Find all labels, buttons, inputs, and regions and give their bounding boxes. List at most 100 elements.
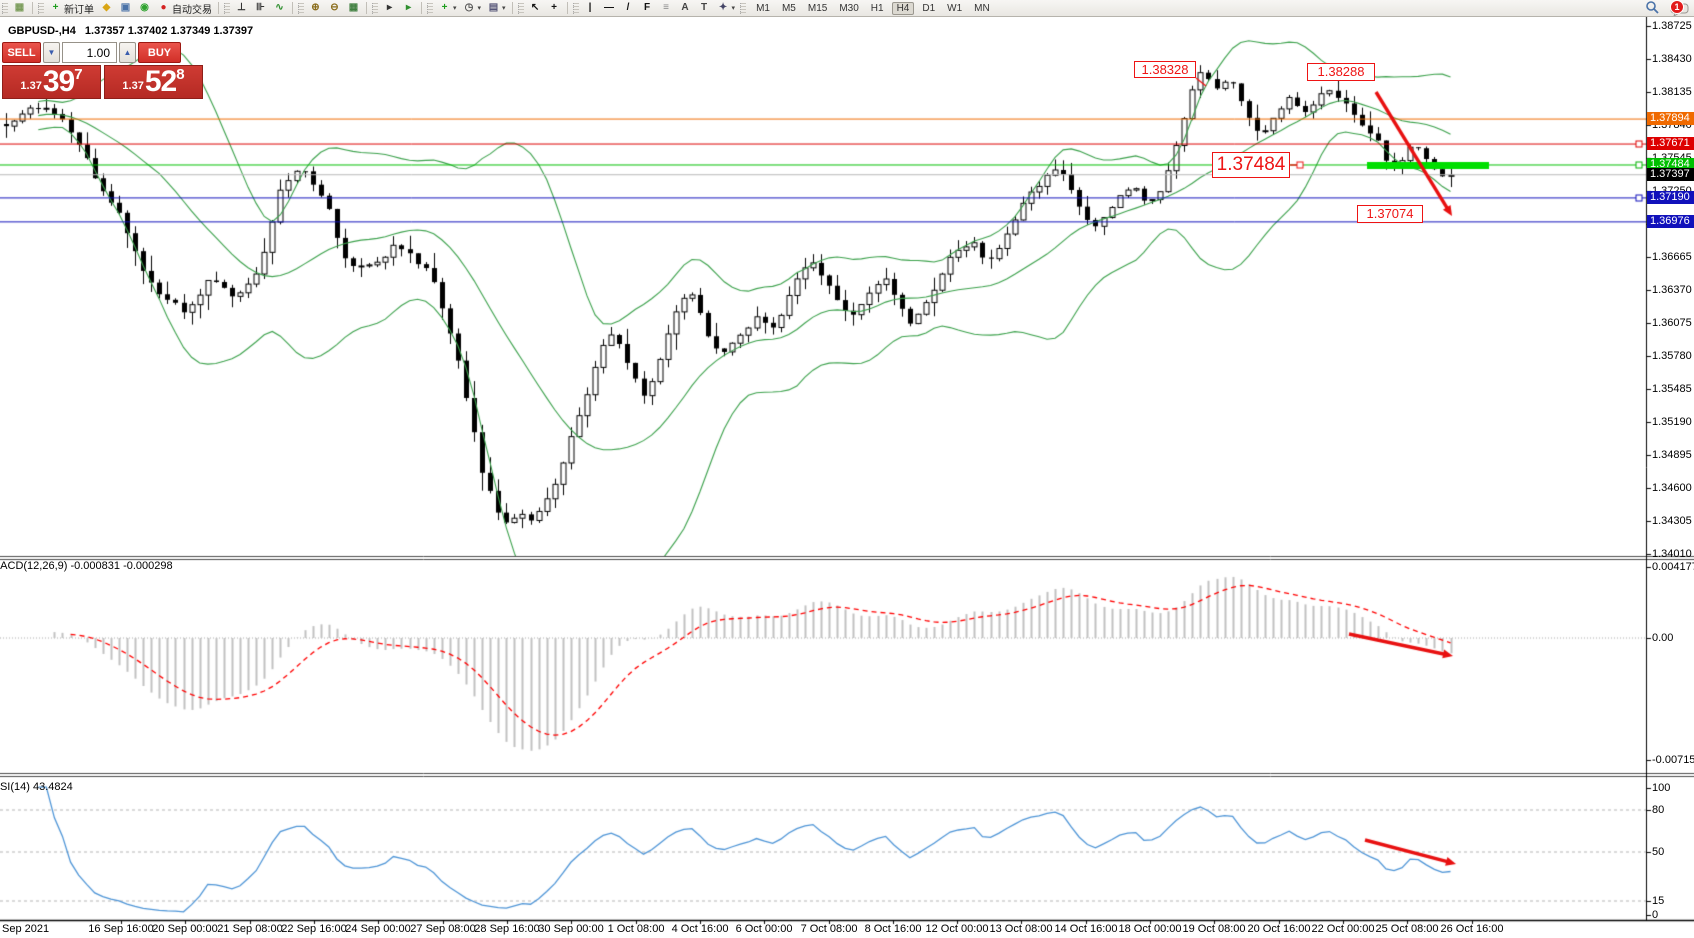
buy-price-sup: 8 [176, 66, 185, 83]
chevron-down-icon: ▾ [453, 5, 457, 12]
volume-down-icon: ▼ [47, 48, 56, 57]
arrows-button[interactable]: ✦ ▾ [714, 1, 739, 15]
rsi-indicator-label: RSI(14) 43.4824 [0, 781, 73, 793]
price-annotation-box[interactable]: 1.37484 [1212, 152, 1290, 178]
channel-button[interactable]: ≡ [657, 1, 676, 15]
zoom-in-button[interactable]: ⊕ [306, 1, 325, 15]
volume-input[interactable] [62, 42, 117, 63]
toolbar-grip [372, 2, 378, 14]
market-watch-icon: ▣ [120, 2, 131, 13]
price-tick-label: 1.35780 [1652, 350, 1692, 362]
time-tick-label: 7 Oct 08:00 [800, 923, 858, 935]
tile-windows-icon: ▦ [348, 2, 359, 13]
time-tick-label: 6 Oct 00:00 [735, 923, 793, 935]
cursor-button[interactable]: ↖ [526, 1, 545, 15]
timeframe-m1-button[interactable]: M1 [756, 2, 770, 14]
price-annotation-box[interactable]: 1.37074 [1357, 205, 1423, 223]
price-tick-label: 1.34010 [1652, 548, 1692, 560]
timeframe-m15-button[interactable]: M15 [807, 2, 828, 14]
vertical-line-icon: | [588, 2, 592, 13]
time-tick-label: 4 Oct 16:00 [671, 923, 729, 935]
add-indicator-button[interactable]: + ▾ [435, 1, 460, 15]
periods-clock-button[interactable]: ◷ ▾ [460, 1, 485, 15]
time-tick-label: 13 Oct 08:00 [989, 923, 1053, 935]
arrows-icon: ✦ [718, 2, 728, 13]
line-chart-icon: ∿ [275, 2, 284, 13]
volume-increase-button[interactable]: ▲ [119, 42, 136, 63]
new-order-button[interactable]: + 新订单 [46, 1, 97, 16]
price-tick-label: 1.38725 [1652, 20, 1692, 32]
indicator-tick-label: -0.007153 [1652, 754, 1694, 766]
vertical-line-button[interactable]: | [581, 1, 600, 15]
main-chart-panel[interactable] [0, 16, 1646, 556]
timeframe-toolbar: M1 M5 M15 M30 H1 H4 D1 W1 MN [752, 1, 994, 15]
autotrade-button[interactable]: ● 自动交易 [154, 1, 215, 16]
time-tick-label: 25 Oct 08:00 [1375, 923, 1439, 935]
zoom-out-icon: ⊖ [330, 2, 339, 13]
buy-price-display[interactable]: 1.37 52 8 [104, 65, 203, 99]
symbol-period-label: GBPUSD-,H4 [8, 25, 76, 37]
autotrade-label: 自动交易 [172, 4, 212, 16]
price-tick-label: 1.34305 [1652, 515, 1692, 527]
price-annotation-box[interactable]: 1.38288 [1307, 63, 1375, 81]
indicator-tick-label: 0 [1652, 909, 1659, 921]
timeframe-d1-button[interactable]: D1 [922, 2, 936, 14]
sell-price-display[interactable]: 1.37 39 7 [2, 65, 101, 99]
timeframe-w1-button[interactable]: W1 [947, 2, 963, 14]
price-tick-label: 1.34600 [1652, 482, 1692, 494]
price-annotation-box[interactable]: 1.38328 [1134, 61, 1196, 78]
templates-button[interactable]: ▤ ▾ [484, 1, 509, 15]
price-tick-label: 1.38135 [1652, 86, 1692, 98]
candlestick-chart-button[interactable]: ⊪ [251, 1, 270, 15]
price-line-label: 1.37894 [1647, 112, 1694, 125]
zoom-out-button[interactable]: ⊖ [325, 1, 344, 15]
auto-scroll-button[interactable]: ▸ [399, 1, 418, 15]
signals-button[interactable]: ◉ [135, 1, 154, 15]
add-indicator-icon: + [441, 2, 448, 13]
text-label-icon: T [700, 2, 708, 13]
timeframe-h1-button[interactable]: H1 [870, 2, 884, 14]
ohlc-values: 1.37357 1.37402 1.37349 1.37397 [84, 25, 254, 37]
macd-panel[interactable] [0, 560, 1646, 773]
time-tick-label: 1 Oct 08:00 [607, 923, 665, 935]
toolbar-separator [292, 2, 293, 14]
chart-shift-button[interactable]: ▸ [380, 1, 399, 15]
time-tick-label: 22 Sep 16:00 [281, 923, 347, 935]
sell-button[interactable]: SELL [2, 42, 41, 63]
timeframe-mn-button[interactable]: MN [974, 2, 990, 14]
indicator-tick-label: 15 [1652, 895, 1665, 907]
text-button[interactable]: A [676, 1, 695, 15]
auto-scroll-icon: ▸ [405, 2, 412, 13]
timeframe-m30-button[interactable]: M30 [839, 2, 859, 14]
volume-decrease-button[interactable]: ▼ [43, 42, 60, 63]
buy-price-prefix: 1.37 [122, 80, 144, 92]
history-center-button[interactable]: ◆ [97, 1, 116, 15]
one-click-trade-panel: SELL ▼ ▲ BUY 1.37 39 7 1.37 52 8 [2, 42, 208, 99]
horizontal-line-button[interactable]: — [600, 1, 619, 15]
search-icon[interactable] [1645, 0, 1660, 17]
text-label-button[interactable]: T [695, 1, 714, 15]
tile-windows-button[interactable]: ▦ [344, 1, 363, 15]
timeframe-h4-button[interactable]: H4 [891, 1, 915, 15]
market-watch-button[interactable]: ▣ [116, 1, 135, 15]
autotrade-icon: ● [160, 2, 167, 13]
time-tick-label: 12 Oct 00:00 [925, 923, 989, 935]
partial-button[interactable]: ▦ [10, 1, 29, 15]
buy-price-big: 52 [144, 65, 177, 98]
signals-icon: ◉ [140, 2, 149, 13]
timeframe-m5-button[interactable]: M5 [781, 2, 796, 14]
crosshair-button[interactable]: + [545, 1, 564, 15]
rsi-panel[interactable] [0, 777, 1646, 920]
trendline-button[interactable]: / [619, 1, 638, 15]
price-tick-label: 1.35485 [1652, 383, 1692, 395]
buy-button[interactable]: BUY [138, 42, 181, 63]
line-chart-button[interactable]: ∿ [270, 1, 289, 15]
fibonacci-button[interactable]: F [638, 1, 657, 15]
new-order-icon: + [52, 2, 59, 13]
trendline-icon: / [626, 2, 630, 13]
bar-chart-button[interactable]: ⊥ [232, 1, 251, 15]
history-center-icon: ◆ [102, 2, 111, 13]
notifications-icon[interactable]: 1 [1668, 0, 1690, 16]
